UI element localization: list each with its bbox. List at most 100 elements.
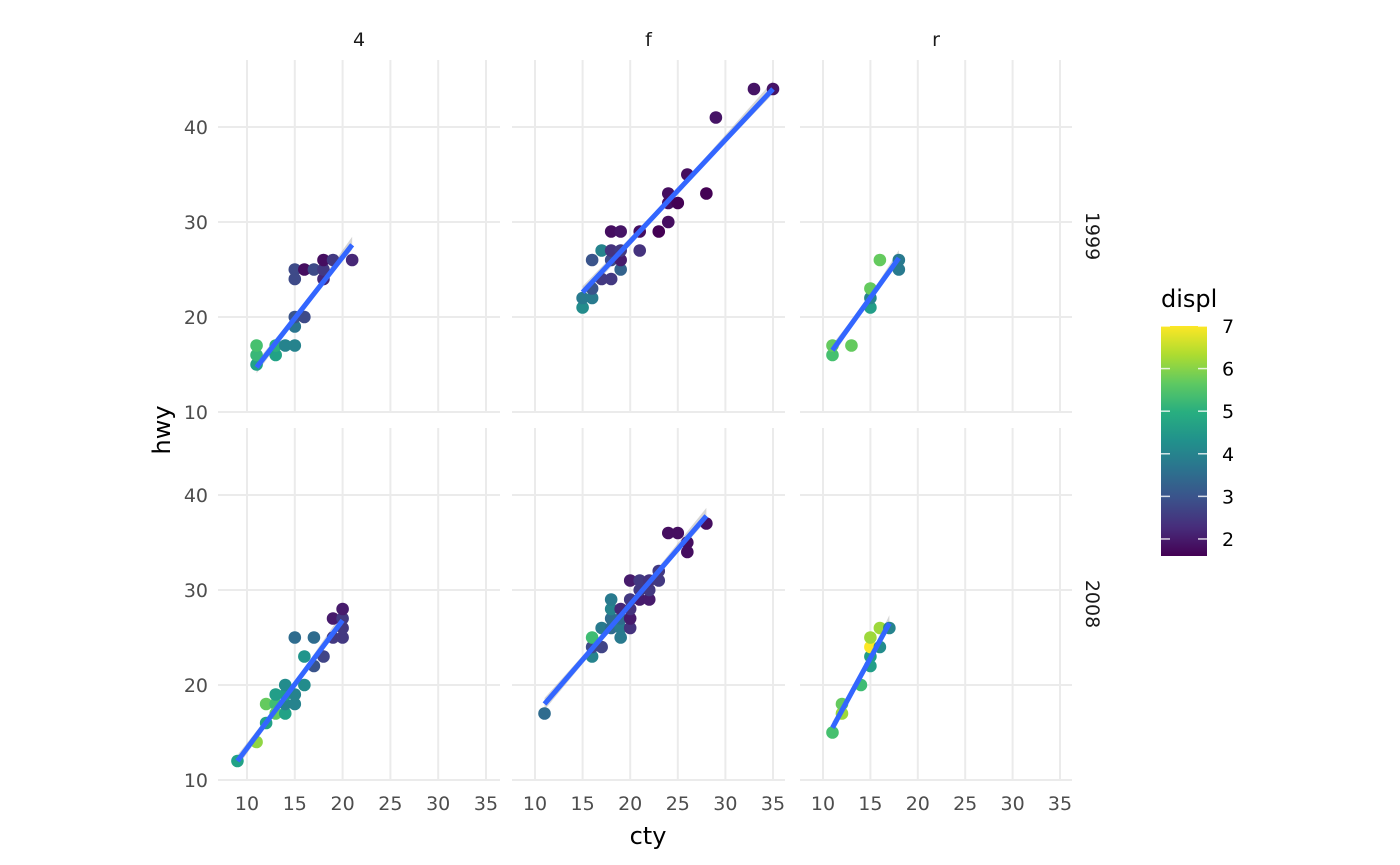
data-point: [873, 253, 887, 267]
data-point: [633, 244, 647, 257]
y-axis-title: hwy: [148, 405, 176, 454]
panel-grid-f-2008: [512, 428, 785, 781]
panel-grid-f-1999: [512, 60, 785, 413]
y-tick-label: 40: [184, 117, 208, 139]
data-point: [278, 339, 292, 352]
data-point: [642, 593, 656, 606]
data-point: [614, 263, 627, 276]
data-point: [864, 631, 877, 644]
y-tick-label: 30: [184, 580, 208, 602]
data-point: [604, 225, 618, 238]
data-point: [845, 339, 858, 352]
data-point: [259, 697, 273, 711]
data-point: [576, 301, 589, 314]
data-point: [671, 196, 685, 210]
data-point: [595, 244, 608, 257]
data-point: [307, 263, 321, 276]
y-tick-label: 30: [184, 212, 208, 234]
data-point: [604, 602, 618, 616]
facet-row-label: 1999: [1081, 212, 1103, 260]
data-point: [661, 526, 675, 540]
data-point: [661, 215, 675, 229]
x-tick-label: 20: [331, 793, 355, 815]
data-point: [288, 631, 302, 644]
x-tick-label: 35: [1048, 793, 1072, 815]
data-point: [604, 244, 618, 257]
x-tick-label: 30: [426, 793, 450, 815]
facet-col-label: f: [645, 29, 653, 51]
y-tick-label: 40: [184, 485, 208, 507]
legend-title: displ: [1161, 285, 1217, 313]
data-point: [614, 621, 627, 635]
data-point: [288, 339, 302, 352]
x-tick-label: 30: [713, 793, 737, 815]
color-legend: displ 2 3 4 5 6 7: [1161, 285, 1234, 556]
y-tick-label: 10: [184, 770, 208, 792]
data-point: [307, 631, 321, 644]
data-point: [278, 707, 292, 720]
data-point: [336, 631, 349, 644]
data-point: [250, 348, 263, 362]
data-point: [604, 272, 618, 286]
data-point: [623, 612, 637, 625]
data-point: [671, 526, 685, 540]
panel-f-1999: [576, 81, 780, 314]
data-point: [747, 82, 761, 96]
facet-panels: [218, 60, 1072, 781]
data-point: [336, 602, 349, 616]
legend-tick-label: 4: [1222, 444, 1234, 466]
legend-tick-label: 6: [1222, 359, 1234, 381]
data-point: [269, 348, 282, 362]
data-point: [614, 225, 627, 238]
data-point: [345, 253, 359, 267]
data-point: [585, 631, 599, 644]
data-point: [298, 263, 311, 276]
legend-tick-label: 2: [1222, 529, 1234, 551]
data-point: [288, 263, 302, 276]
x-tick-label: 15: [283, 793, 307, 815]
y-tick-label: 20: [184, 307, 208, 329]
x-axis-title: cty: [630, 822, 667, 850]
data-point: [317, 253, 330, 267]
panel-4-2008: [231, 602, 349, 768]
data-point: [585, 253, 599, 267]
y-tick-label: 20: [184, 675, 208, 697]
x-tick-label: 35: [761, 793, 785, 815]
data-point: [633, 574, 647, 587]
regression-line: [830, 622, 892, 729]
data-point: [623, 621, 637, 635]
data-point: [585, 291, 599, 305]
data-point: [278, 678, 292, 692]
data-point: [288, 272, 302, 286]
x-tick-label: 10: [811, 793, 835, 815]
data-point: [604, 593, 618, 606]
data-point: [317, 263, 330, 276]
data-point: [826, 726, 839, 739]
data-point: [652, 225, 666, 238]
regression-line: [580, 87, 775, 295]
facet-col-label: 4: [353, 29, 365, 51]
data-point: [623, 574, 637, 587]
panel-grid-4-1999: [218, 60, 500, 413]
x-tick-label: 35: [474, 793, 498, 815]
panel-r-2008: [826, 615, 896, 739]
x-tick-label: 25: [378, 793, 402, 815]
panel-grid-r-2008: [800, 428, 1072, 781]
x-tick-label: 15: [858, 793, 882, 815]
data-point: [288, 697, 302, 711]
data-point: [681, 545, 694, 559]
y-tick-label: 10: [184, 402, 208, 424]
data-point: [614, 631, 627, 644]
regression-line: [542, 514, 709, 706]
data-point: [826, 348, 839, 362]
x-tick-label: 15: [571, 793, 595, 815]
x-tick-label: 20: [906, 793, 930, 815]
panel-f-2008: [538, 507, 713, 720]
facet-col-label: r: [932, 29, 940, 51]
panel-4-1999: [250, 236, 359, 374]
data-point: [538, 707, 551, 720]
axes: 4 f r 1999 2008 10 20 30 40 10 20 30 40 10 15 20 25 30 35 1…: [184, 29, 1103, 815]
x-tick-label: 30: [1001, 793, 1025, 815]
